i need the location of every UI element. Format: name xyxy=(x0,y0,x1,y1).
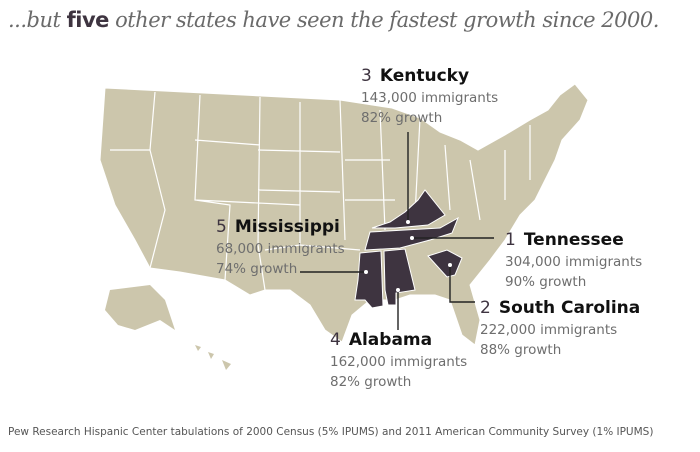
label-kentucky: 3 Kentucky 143,000 immigrants 82% growth xyxy=(361,66,499,126)
label-mississippi: 5 Mississippi 68,000 immigrants 74% growth xyxy=(216,217,345,277)
source-note: Pew Research Hispanic Center tabulations… xyxy=(8,426,654,438)
alaska xyxy=(105,285,175,330)
state-south-carolina xyxy=(427,249,463,278)
headline: ...but five other states have seen the f… xyxy=(8,8,659,32)
state-mississippi xyxy=(354,250,384,309)
label-tennessee: 1 Tennessee 304,000 immigrants 90% growth xyxy=(505,230,643,290)
state-tennessee xyxy=(364,216,459,251)
leader-lines xyxy=(300,132,494,330)
state-borders xyxy=(110,91,531,291)
hawaii xyxy=(195,345,231,370)
state-alabama xyxy=(383,248,416,306)
label-alabama: 4 Alabama 162,000 immigrants 82% growth xyxy=(330,330,468,390)
label-south-carolina: 2 South Carolina 222,000 immigrants 88% gr… xyxy=(480,298,641,358)
